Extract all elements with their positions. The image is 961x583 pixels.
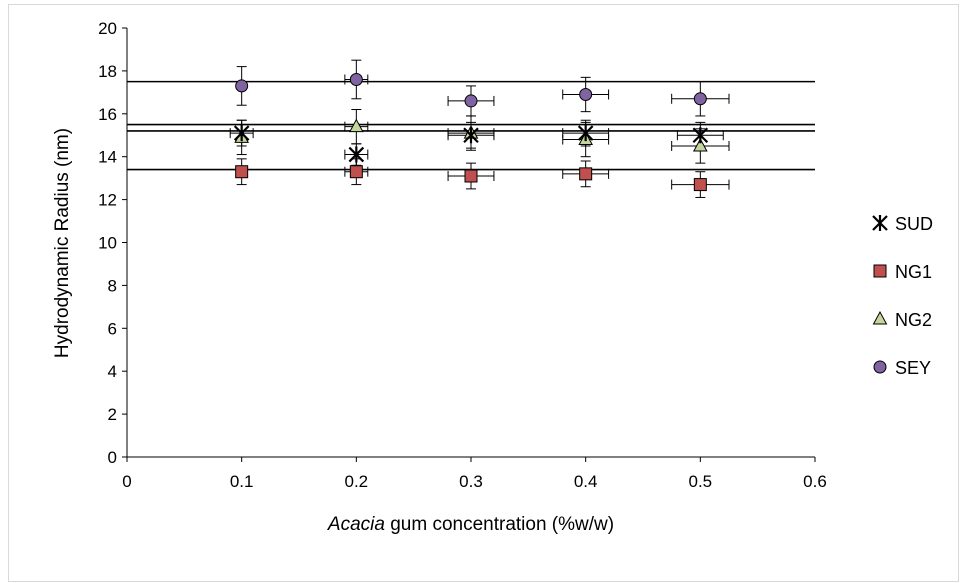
y-tick-label: 2 [108,405,117,424]
data-point-ng1 [579,167,593,181]
y-tick-label: 16 [98,105,117,124]
data-point-sey [235,79,249,93]
y-tick-label: 0 [108,448,117,467]
legend: SUD NG1 NG2 SEY [872,214,933,378]
data-point-sud [577,125,594,142]
legend-label-sey: SEY [895,358,931,378]
y-tick-label: 14 [98,148,117,167]
data-point-ng2 [348,118,364,133]
x-axis-title-italic: Acacia [327,514,385,535]
data-point-ng2 [692,137,708,152]
data-point-ng1 [693,178,707,192]
data-point-sud [348,146,365,163]
x-tick-label: 0.2 [345,472,369,491]
x-tick-label: 0.5 [689,472,713,491]
data-markers [233,72,709,192]
y-tick-label: 4 [108,362,117,381]
x-tick-label: 0.1 [230,472,254,491]
axis-ticks: 0 2 4 6 8 10 12 14 16 18 20 0 0.1 0.2 0.3 0.4 0.5 0.6 [98,19,827,491]
plot-area: 0 2 4 6 8 10 12 14 16 18 20 0 0.1 0.2 0.3 0.4 0.5 0.6 [98,19,827,491]
legend-label-sud: SUD [895,214,933,234]
data-point-ng1 [235,165,249,179]
data-point-sey [349,72,363,86]
y-tick-label: 6 [108,319,117,338]
data-point-sey [693,92,707,106]
data-point-sey [579,87,593,101]
x-axis-title-rest: gum concentration (%w/w) [385,514,614,535]
legend-marker-sey [873,360,887,374]
data-point-ng1 [464,169,478,183]
legend-label-ng2: NG2 [895,310,932,330]
y-tick-label: 18 [98,62,117,81]
data-point-sud [463,127,479,144]
legend-marker-ng2 [872,310,888,325]
x-tick-label: 0.4 [574,472,598,491]
data-point-sey [464,94,478,108]
data-point-ng1 [349,165,363,179]
x-tick-label: 0.3 [459,472,483,491]
x-tick-label: 0 [122,472,131,491]
y-tick-label: 10 [98,234,117,253]
data-point-sud [233,125,250,142]
x-tick-label: 0.6 [803,472,827,491]
legend-marker-sud [872,215,888,231]
y-tick-label: 12 [98,191,117,210]
x-axis-title: Acacia gum concentration (%w/w) [327,514,614,535]
legend-label-ng1: NG1 [895,262,932,282]
y-tick-label: 20 [98,19,117,38]
y-axis-title: Hydrodynamic Radius (nm) [52,128,73,358]
chart-frame [8,4,959,582]
data-point-sud [692,127,709,144]
error-bars [229,59,730,198]
legend-marker-ng1 [873,264,887,278]
y-tick-label: 8 [108,276,117,295]
